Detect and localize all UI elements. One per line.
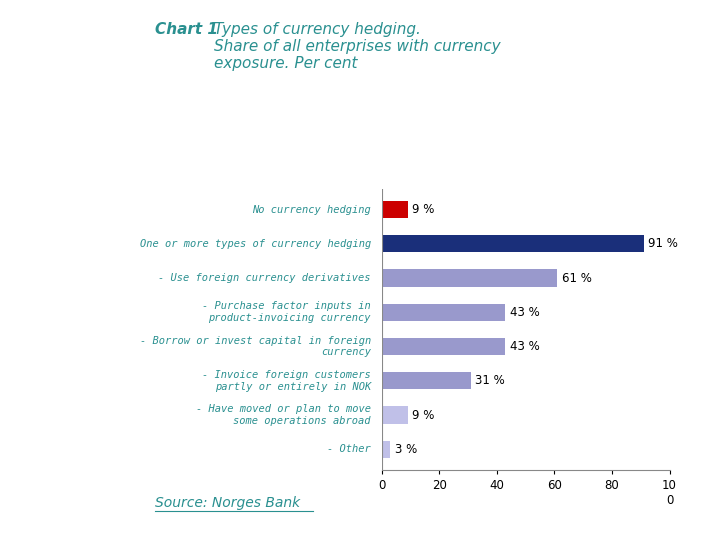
Text: 91 %: 91 %: [648, 237, 678, 251]
Text: - Purchase factor inputs in
product-invoicing currency: - Purchase factor inputs in product-invo…: [202, 301, 371, 323]
Text: - Borrow or invest capital in foreign
currency: - Borrow or invest capital in foreign cu…: [140, 336, 371, 357]
Bar: [382, 441, 390, 458]
Text: 43 %: 43 %: [510, 306, 539, 319]
Bar: [382, 269, 557, 287]
Text: 43 %: 43 %: [510, 340, 539, 353]
Text: 61 %: 61 %: [562, 272, 591, 285]
Text: - Have moved or plan to move
some operations abroad: - Have moved or plan to move some operat…: [196, 404, 371, 426]
Text: Chart 1: Chart 1: [155, 22, 223, 37]
Text: Types of currency hedging.
Share of all enterprises with currency
exposure. Per : Types of currency hedging. Share of all …: [214, 22, 500, 71]
Text: 3 %: 3 %: [395, 443, 417, 456]
Text: - Use foreign currency derivatives: - Use foreign currency derivatives: [158, 273, 371, 283]
Bar: [382, 372, 471, 389]
Text: No currency hedging: No currency hedging: [252, 205, 371, 214]
Text: One or more types of currency hedging: One or more types of currency hedging: [140, 239, 371, 249]
Text: Source: Norges Bank: Source: Norges Bank: [155, 496, 300, 510]
Text: - Invoice foreign customers
partly or entirely in NOK: - Invoice foreign customers partly or en…: [202, 370, 371, 392]
Text: 31 %: 31 %: [475, 374, 505, 387]
Bar: [382, 303, 505, 321]
Bar: [382, 235, 644, 252]
Bar: [382, 407, 408, 423]
Bar: [382, 201, 408, 218]
Text: 9 %: 9 %: [412, 408, 434, 422]
Text: 9 %: 9 %: [412, 203, 434, 216]
Text: - Other: - Other: [327, 444, 371, 454]
Bar: [382, 338, 505, 355]
